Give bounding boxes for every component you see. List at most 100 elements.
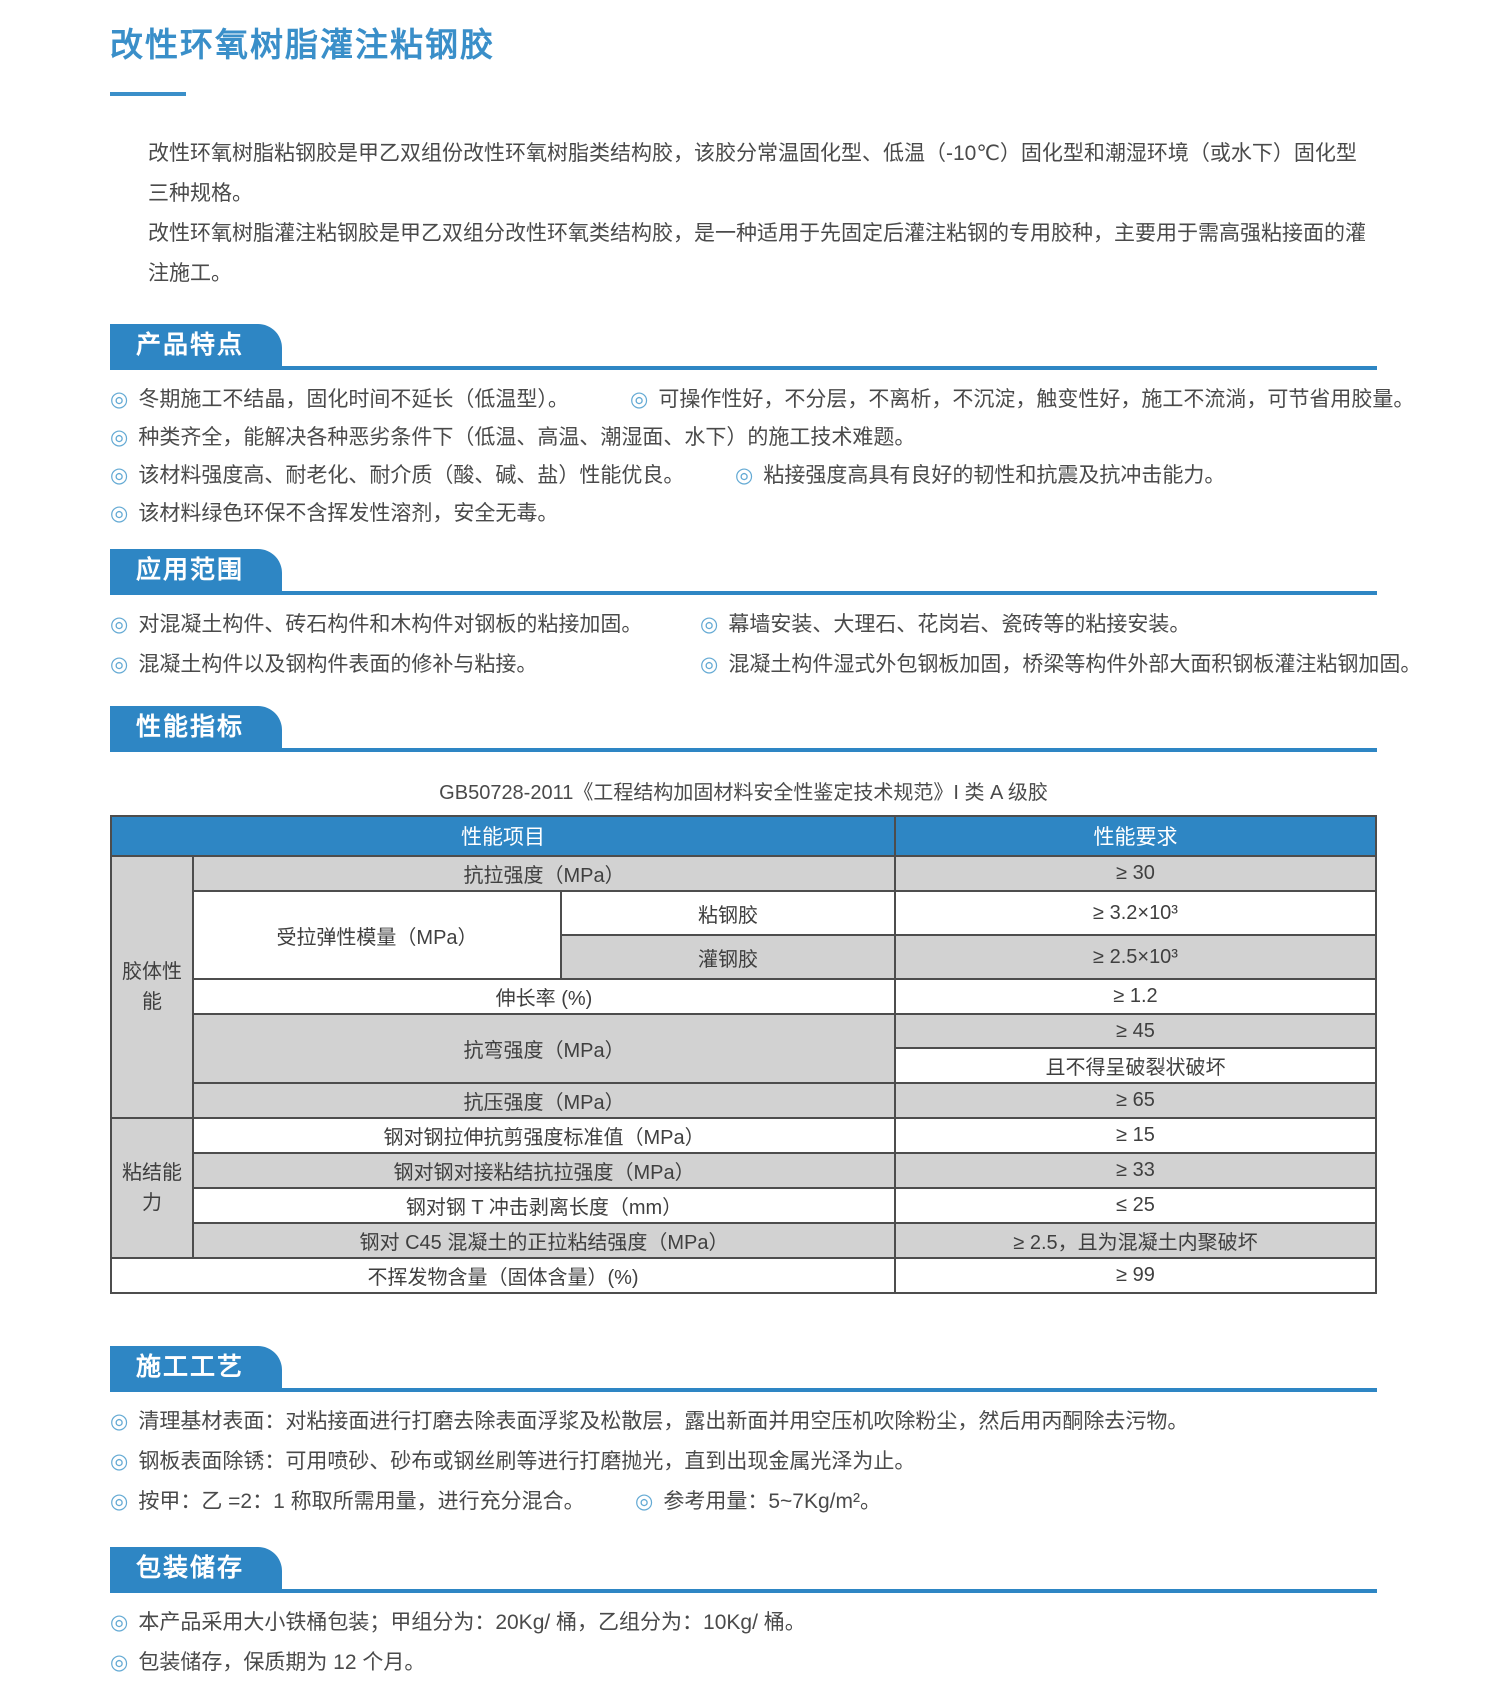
table-cell-requirement: ≥ 33 xyxy=(894,1152,1377,1189)
table-cell-requirement: 且不得呈破裂状破坏 xyxy=(894,1047,1377,1084)
section-rule xyxy=(110,366,1377,370)
table-cell-name: 抗弯强度（MPa） xyxy=(191,1013,897,1084)
list-item: ◎ 按甲：乙 =2：1 称取所需用量，进行充分混合。 xyxy=(110,1483,585,1521)
table-cell-requirement: ≥ 30 xyxy=(894,855,1377,892)
list-row: ◎ 种类齐全，能解决各种恶劣条件下（低温、高温、潮湿面、水下）的施工技术难题。 xyxy=(110,419,1377,457)
performance-table: 性能项目 性能要求 胶体性能 抗拉强度（MPa） ≥ 30 受拉弹性模量（MPa… xyxy=(109,815,1377,1294)
list-row: ◎ 清理基材表面：对粘接面进行打磨去除表面浮浆及松散层，露出新面并用空压机吹除粉尘… xyxy=(110,1403,1377,1443)
table-cell-name: 抗压强度（MPa） xyxy=(191,1082,897,1119)
table-cell-requirement: ≤ 25 xyxy=(894,1187,1377,1224)
page-title: 改性环氧树脂灌注粘钢胶 xyxy=(110,26,495,63)
table-row: 受拉弹性模量（MPa） 粘钢胶 ≥ 3.2×10³ xyxy=(111,890,1377,980)
bullet-icon: ◎ xyxy=(635,1490,654,1513)
table-cell-subname: 灌钢胶 xyxy=(559,934,897,980)
list-item-text: 按甲：乙 =2：1 称取所需用量，进行充分混合。 xyxy=(138,1490,585,1513)
table-cell-requirement: ≥ 2.5，且为混凝土内聚破坏 xyxy=(894,1222,1377,1259)
list-item-text: 混凝土构件湿式外包钢板加固，桥梁等构件外部大面积钢板灌注粘钢加固。 xyxy=(728,653,1422,676)
list-item-text: 幕墙安装、大理石、花岗岩、瓷砖等的粘接安装。 xyxy=(728,613,1191,636)
list-item: ◎ 该材料绿色环保不含挥发性溶剂，安全无毒。 xyxy=(110,495,558,533)
row-group-label-body: 胶体性能 xyxy=(110,855,194,1119)
section-tab-process: 施工工艺 xyxy=(110,1346,283,1388)
list-item: ◎ 本产品采用大小铁桶包装；甲组分为：20Kg/ 桶，乙组分为：10Kg/ 桶。 xyxy=(110,1604,806,1642)
list-item-text: 种类齐全，能解决各种恶劣条件下（低温、高温、潮湿面、水下）的施工技术难题。 xyxy=(138,426,916,449)
bullet-icon: ◎ xyxy=(110,1611,129,1634)
table-row: 抗弯强度（MPa） ≥ 45 xyxy=(111,1013,1377,1084)
bullet-icon: ◎ xyxy=(110,613,129,636)
bullet-icon: ◎ xyxy=(110,1450,129,1473)
packaging-list: ◎ 本产品采用大小铁桶包装；甲组分为：20Kg/ 桶，乙组分为：10Kg/ 桶。 … xyxy=(110,1604,1377,1684)
section-features-header: 产品特点 xyxy=(110,324,1377,370)
list-item: ◎ 钢板表面除锈：可用喷砂、砂布或钢丝刷等进行打磨抛光，直到出现金属光泽为止。 xyxy=(110,1443,915,1481)
list-item-text: 可操作性好，不分层，不离析，不沉淀，触变性好，施工不流淌，可节省用胶量。 xyxy=(658,388,1415,411)
intro-block: 改性环氧树脂粘钢胶是甲乙双组份改性环氧树脂类结构胶，该胶分常温固化型、低温（-1… xyxy=(110,134,1377,294)
list-item: ◎ 该材料强度高、耐老化、耐介质（酸、碱、盐）性能优良。 xyxy=(110,457,684,495)
section-rule xyxy=(110,748,1377,752)
list-row: ◎ 本产品采用大小铁桶包装；甲组分为：20Kg/ 桶，乙组分为：10Kg/ 桶。 xyxy=(110,1604,1377,1644)
table-row: 抗压强度（MPa） ≥ 65 xyxy=(111,1082,1377,1119)
table-cell-requirement: ≥ 65 xyxy=(894,1082,1377,1119)
list-item-text: 该材料强度高、耐老化、耐介质（酸、碱、盐）性能优良。 xyxy=(138,464,685,487)
section-applications-header: 应用范围 xyxy=(110,549,1377,595)
table-row: 胶体性能 抗拉强度（MPa） ≥ 30 xyxy=(110,855,1377,1119)
table-cell-requirement: ≥ 1.2 xyxy=(894,978,1377,1015)
list-row: ◎ 包装储存，保质期为 12 个月。 xyxy=(110,1644,1377,1684)
list-item-text: 清理基材表面：对粘接面进行打磨去除表面浮浆及松散层，露出新面并用空压机吹除粉尘，… xyxy=(138,1410,1189,1433)
list-item: ◎ 混凝土构件湿式外包钢板加固，桥梁等构件外部大面积钢板灌注粘钢加固。 xyxy=(700,646,1421,684)
bullet-icon: ◎ xyxy=(110,653,129,676)
list-item-text: 对混凝土构件、砖石构件和木构件对钢板的粘接加固。 xyxy=(138,613,643,636)
bullet-icon: ◎ xyxy=(110,1410,129,1433)
section-performance-header: 性能指标 xyxy=(110,706,1377,752)
list-item: ◎ 冬期施工不结晶，固化时间不延长（低温型）。 xyxy=(110,381,569,419)
list-row: ◎ 冬期施工不结晶，固化时间不延长（低温型）。 ◎ 可操作性好，不分层，不离析，不沉… xyxy=(110,381,1414,419)
list-item-text: 参考用量：5~7Kg/m²。 xyxy=(663,1490,881,1513)
table-cell-name: 钢对钢拉伸抗剪强度标准值（MPa） xyxy=(191,1117,897,1154)
list-item-text: 粘接强度高具有良好的韧性和抗震及抗冲击能力。 xyxy=(763,464,1226,487)
list-item: ◎ 参考用量：5~7Kg/m²。 xyxy=(635,1483,881,1521)
table-row: 钢对钢对接粘结抗拉强度（MPa） ≥ 33 xyxy=(111,1152,1377,1189)
table-row: 钢对钢 T 冲击剥离长度（mm） ≤ 25 xyxy=(111,1187,1377,1224)
bullet-icon: ◎ xyxy=(110,1490,129,1513)
bullet-icon: ◎ xyxy=(735,464,754,487)
section-rule xyxy=(110,591,1377,595)
section-tab-features: 产品特点 xyxy=(110,324,283,366)
section-packaging-header: 包装储存 xyxy=(110,1547,1377,1593)
table-cell-subname: 粘钢胶 xyxy=(559,890,897,936)
list-row: ◎ 该材料强度高、耐老化、耐介质（酸、碱、盐）性能优良。 ◎ 粘接强度高具有良好的韧… xyxy=(110,457,1377,495)
table-row: 伸长率 (%) ≥ 1.2 xyxy=(111,978,1377,1015)
title-underline xyxy=(110,92,186,96)
list-row: ◎ 钢板表面除锈：可用喷砂、砂布或钢丝刷等进行打磨抛光，直到出现金属光泽为止。 xyxy=(110,1443,1377,1483)
section-process-header: 施工工艺 xyxy=(110,1346,1377,1392)
column-header-requirement: 性能要求 xyxy=(894,815,1377,857)
process-list: ◎ 清理基材表面：对粘接面进行打磨去除表面浮浆及松散层，露出新面并用空压机吹除粉尘… xyxy=(110,1403,1377,1523)
list-item-text: 该材料绿色环保不含挥发性溶剂，安全无毒。 xyxy=(138,502,559,525)
list-row: ◎ 混凝土构件以及钢构件表面的修补与粘接。 ◎ 混凝土构件湿式外包钢板加固，桥梁等构… xyxy=(110,646,1421,686)
intro-paragraph-2: 改性环氧树脂灌注粘钢胶是甲乙双组分改性环氧类结构胶，是一种适用于先固定后灌注粘钢… xyxy=(148,222,1366,285)
table-cell-name: 不挥发物含量（固体含量）(%) xyxy=(109,1257,897,1294)
table-cell-name: 钢对钢 T 冲击剥离长度（mm） xyxy=(191,1187,897,1224)
row-group-label-bond: 粘结能力 xyxy=(110,1117,194,1259)
list-item-text: 包装储存，保质期为 12 个月。 xyxy=(138,1651,426,1674)
list-item-text: 混凝土构件以及钢构件表面的修补与粘接。 xyxy=(138,653,538,676)
list-item: ◎ 对混凝土构件、砖石构件和木构件对钢板的粘接加固。 xyxy=(110,606,642,644)
list-item: ◎ 包装储存，保质期为 12 个月。 xyxy=(110,1644,425,1682)
section-tab-applications: 应用范围 xyxy=(110,549,283,591)
section-rule xyxy=(110,1388,1377,1392)
list-item-text: 冬期施工不结晶，固化时间不延长（低温型）。 xyxy=(138,388,569,411)
list-item: ◎ 可操作性好，不分层，不离析，不沉淀，触变性好，施工不流淌，可节省用胶量。 xyxy=(630,381,1414,419)
bullet-icon: ◎ xyxy=(110,388,129,411)
section-tab-performance: 性能指标 xyxy=(110,706,283,748)
features-list: ◎ 冬期施工不结晶，固化时间不延长（低温型）。 ◎ 可操作性好，不分层，不离析，不沉… xyxy=(110,381,1414,533)
list-row: ◎ 该材料绿色环保不含挥发性溶剂，安全无毒。 xyxy=(110,495,1377,533)
table-caption: GB50728-2011《工程结构加固材料安全性鉴定技术规范》I 类 A 级胶 xyxy=(439,782,1048,804)
bullet-icon: ◎ xyxy=(700,613,719,636)
table-header-row: 性能项目 性能要求 xyxy=(109,815,1377,857)
list-item: ◎ 粘接强度高具有良好的韧性和抗震及抗冲击能力。 xyxy=(735,457,1225,495)
section-rule xyxy=(110,1589,1377,1593)
table-cell-name: 抗拉强度（MPa） xyxy=(191,855,897,892)
bullet-icon: ◎ xyxy=(110,464,129,487)
list-item: ◎ 混凝土构件以及钢构件表面的修补与粘接。 xyxy=(110,646,537,684)
table-cell-requirement: ≥ 3.2×10³ xyxy=(894,890,1377,936)
table-cell-requirement: ≥ 2.5×10³ xyxy=(894,934,1377,980)
table-row: 粘结能力 钢对钢拉伸抗剪强度标准值（MPa） ≥ 15 xyxy=(110,1117,1377,1259)
